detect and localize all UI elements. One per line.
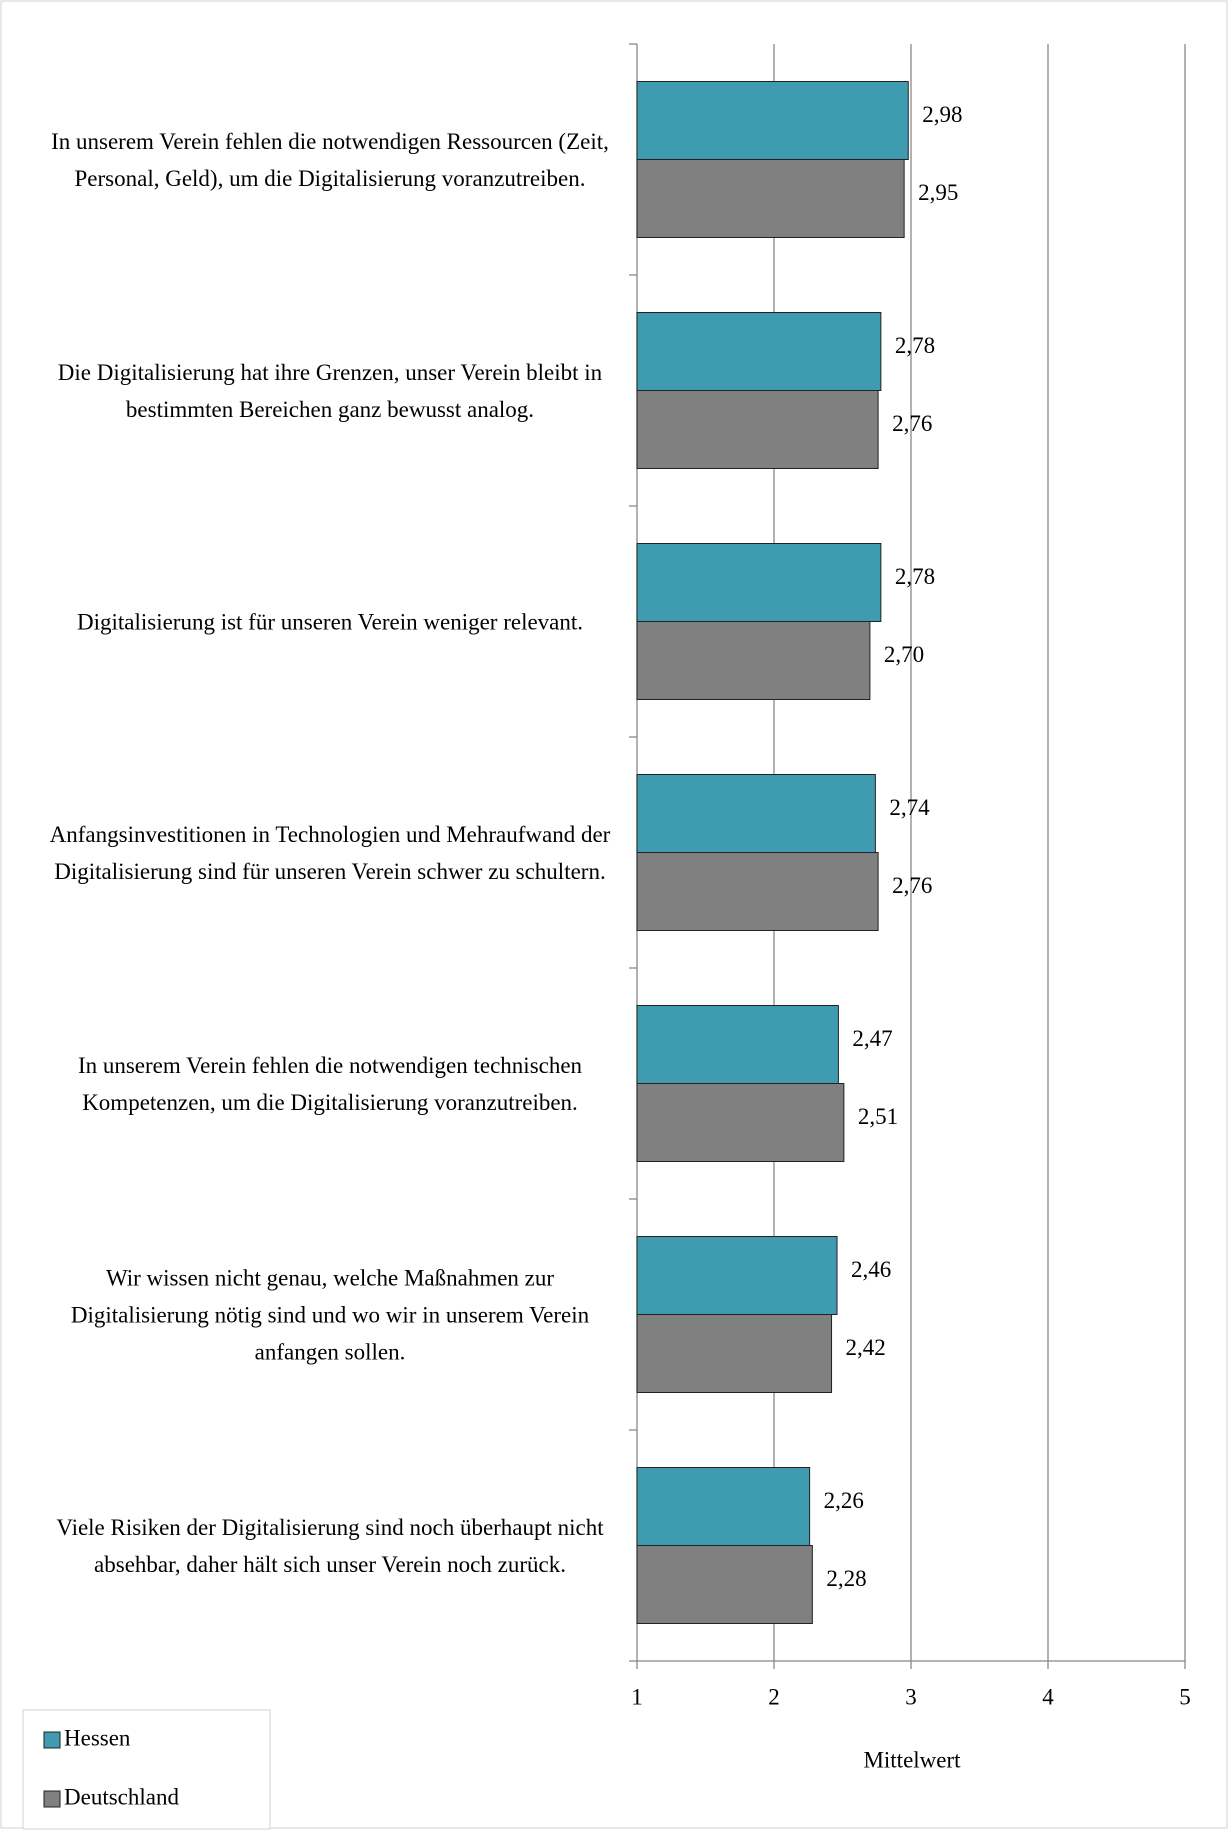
legend-label: Deutschland bbox=[64, 1784, 179, 1809]
value-label: 2,74 bbox=[889, 795, 930, 820]
value-label: 2,78 bbox=[895, 564, 935, 589]
x-tick-label: 3 bbox=[905, 1684, 917, 1709]
bar bbox=[636, 312, 882, 391]
x-tick-label: 1 bbox=[631, 1684, 643, 1709]
bar bbox=[636, 1236, 838, 1315]
bar bbox=[636, 390, 879, 469]
bar bbox=[636, 543, 882, 622]
x-axis-label: Mittelwert bbox=[863, 1747, 961, 1772]
legend-swatch bbox=[43, 1731, 61, 1749]
value-label: 2,47 bbox=[852, 1026, 892, 1051]
category-label: In unserem Verein fehlen die notwendigen… bbox=[51, 128, 609, 191]
bar bbox=[636, 1083, 845, 1162]
value-label: 2,78 bbox=[895, 333, 935, 358]
category-label: Digitalisierung ist für unseren Verein w… bbox=[76, 609, 584, 634]
bar bbox=[636, 621, 871, 700]
x-tick-label: 2 bbox=[768, 1684, 780, 1709]
bar bbox=[636, 1314, 833, 1393]
category-label: Viele Risiken der Digitalisierung sind n… bbox=[56, 1514, 604, 1577]
x-tick-label: 4 bbox=[1042, 1684, 1054, 1709]
value-label: 2,70 bbox=[884, 642, 924, 667]
bar bbox=[636, 1005, 839, 1084]
bar bbox=[636, 81, 909, 160]
category-label: In unserem Verein fehlen die notwendigen… bbox=[77, 1052, 583, 1115]
category-label: Anfangsinvestitionen in Technologien und… bbox=[49, 821, 611, 884]
value-label: 2,42 bbox=[846, 1335, 886, 1360]
value-label: 2,76 bbox=[892, 873, 932, 898]
bar bbox=[636, 852, 879, 931]
bar bbox=[636, 774, 876, 853]
value-label: 2,26 bbox=[824, 1488, 864, 1513]
bar bbox=[636, 1545, 813, 1624]
value-label: 2,46 bbox=[851, 1257, 891, 1282]
category-label: Die Digitalisierung hat ihre Grenzen, un… bbox=[57, 359, 603, 422]
value-label: 2,76 bbox=[892, 411, 932, 436]
legend-swatch bbox=[43, 1790, 61, 1808]
value-label: 2,51 bbox=[858, 1104, 898, 1129]
legend-label: Hessen bbox=[64, 1725, 131, 1750]
bar bbox=[636, 159, 905, 238]
value-label: 2,98 bbox=[922, 102, 962, 127]
category-label: Wir wissen nicht genau, welche Maßnahmen… bbox=[70, 1265, 590, 1364]
bar bbox=[636, 1467, 811, 1546]
value-label: 2,95 bbox=[918, 180, 958, 205]
value-label: 2,28 bbox=[826, 1566, 866, 1591]
x-tick-label: 5 bbox=[1179, 1684, 1191, 1709]
legend-box bbox=[22, 1709, 271, 1830]
